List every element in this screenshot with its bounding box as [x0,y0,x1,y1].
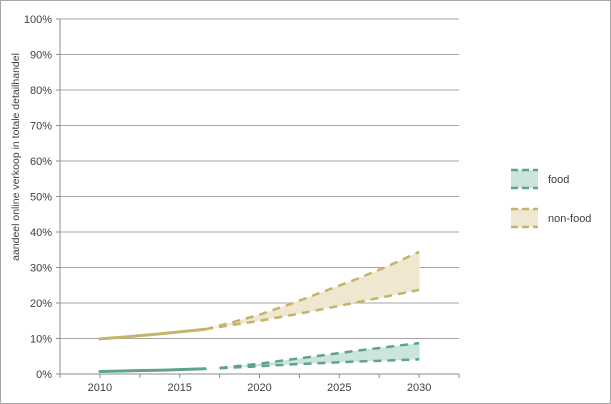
series-lines [98,250,420,373]
y-tick-label: 90% [30,50,52,62]
x-tick-label: 2025 [327,382,351,394]
food-projection-band [219,343,420,369]
x-tick-label: 2030 [407,382,431,394]
y-tick-label: 30% [30,263,52,275]
x-tick-label: 2015 [167,382,191,394]
y-tick-label: 10% [30,334,52,346]
y-tick-label: 20% [30,298,52,310]
projection-bands [205,251,420,369]
y-axis-label: aandeel online verkoop in totale detailh… [10,53,22,261]
legend-item-non-food: non-food [511,207,591,229]
y-tick-label: 80% [30,85,52,97]
food-projection-lower-line [219,358,420,370]
food-projection-upper-line [219,341,420,370]
non-food-legend-label: non-food [548,213,591,225]
legend: food non-food [511,168,591,229]
y-tick-label: 100% [24,14,52,26]
non-food-projection-lower-line [205,288,420,331]
x-tick-label: 2020 [247,382,271,394]
food-legend-label: food [548,174,569,186]
non-food-projection-upper-line [204,250,420,331]
food-legend-swatch [511,170,538,188]
non-food-observed-line [98,327,207,341]
x-tick-labels: 2010 2015 2020 2025 2030 [88,382,432,394]
y-tick-label: 70% [30,121,52,133]
legend-item-food: food [511,168,569,190]
y-tick-label: 50% [30,192,52,204]
non-food-projection-band [205,251,420,330]
non-food-legend-swatch [511,209,538,227]
axes [59,19,460,378]
food-observed-line [98,367,207,373]
y-tick-label: 0% [36,369,52,381]
y-tick-label: 60% [30,156,52,168]
gridlines [56,18,459,375]
y-tick-labels: 0% 10% 20% 30% 40% 50% 60% 70% 80% 90% 100% [24,14,52,381]
y-tick-label: 40% [30,227,52,239]
x-tick-label: 2010 [88,382,112,394]
